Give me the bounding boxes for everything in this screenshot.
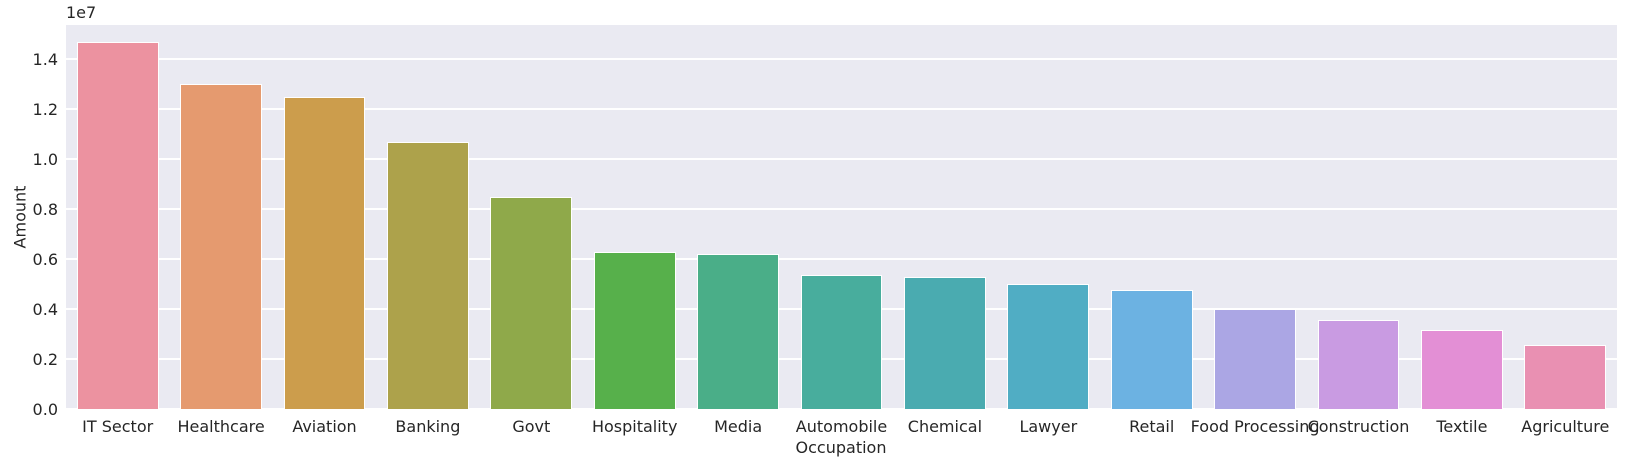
y-tick-label-1.2: 1.2 (32, 99, 58, 119)
x-tick-label-hospitality: Hospitality (591, 417, 678, 436)
bar-hospitality (593, 251, 676, 409)
y-axis-offset-label: 1e7 (66, 3, 97, 22)
x-tick-label-media: Media (714, 417, 763, 436)
bar-lawyer (1007, 284, 1090, 409)
x-tick-label-automobile: Automobile (795, 417, 888, 436)
bar-chemical (903, 276, 986, 409)
x-tick-label-aviation: Aviation (292, 417, 357, 436)
x-tick-label-food-processing: Food Processing (1190, 417, 1320, 436)
y-tick-label-1.4: 1.4 (32, 49, 58, 69)
plot-area (66, 25, 1617, 410)
x-tick-label-textile: Textile (1436, 417, 1488, 436)
y-tick-label-0.0: 0.0 (32, 399, 58, 419)
bar-govt (490, 196, 573, 409)
bar-automobile (800, 275, 883, 409)
x-tick-label-it-sector: IT Sector (82, 417, 154, 436)
gridline-0.6 (66, 258, 1617, 260)
y-tick-label-0.2: 0.2 (32, 349, 58, 369)
x-tick-label-construction: Construction (1307, 417, 1410, 436)
bar-retail (1110, 290, 1193, 409)
gridline-1.0 (66, 158, 1617, 160)
bar-agriculture (1524, 345, 1607, 409)
bar-aviation (283, 96, 366, 409)
bar-construction (1317, 320, 1400, 409)
x-tick-label-healthcare: Healthcare (177, 417, 265, 436)
x-tick-label-retail: Retail (1129, 417, 1175, 436)
x-tick-label-lawyer: Lawyer (1019, 417, 1078, 436)
gridline-0.8 (66, 208, 1617, 210)
gridline-1.4 (66, 58, 1617, 60)
x-axis-label: Occupation (795, 438, 887, 457)
bar-media (697, 254, 780, 409)
y-tick-label-0.8: 0.8 (32, 199, 58, 219)
x-tick-label-govt: Govt (512, 417, 551, 436)
bar-it-sector (76, 41, 159, 409)
x-tick-label-chemical: Chemical (907, 417, 983, 436)
y-tick-label-0.6: 0.6 (32, 249, 58, 269)
bar-textile (1420, 330, 1503, 409)
bar-healthcare (180, 84, 263, 409)
x-tick-label-agriculture: Agriculture (1521, 417, 1610, 436)
y-tick-label-1.0: 1.0 (32, 149, 58, 169)
gridline-1.2 (66, 108, 1617, 110)
bar-banking (386, 141, 469, 409)
y-tick-label-0.4: 0.4 (32, 299, 58, 319)
bar-food-processing (1214, 309, 1297, 409)
x-tick-label-banking: Banking (395, 417, 461, 436)
